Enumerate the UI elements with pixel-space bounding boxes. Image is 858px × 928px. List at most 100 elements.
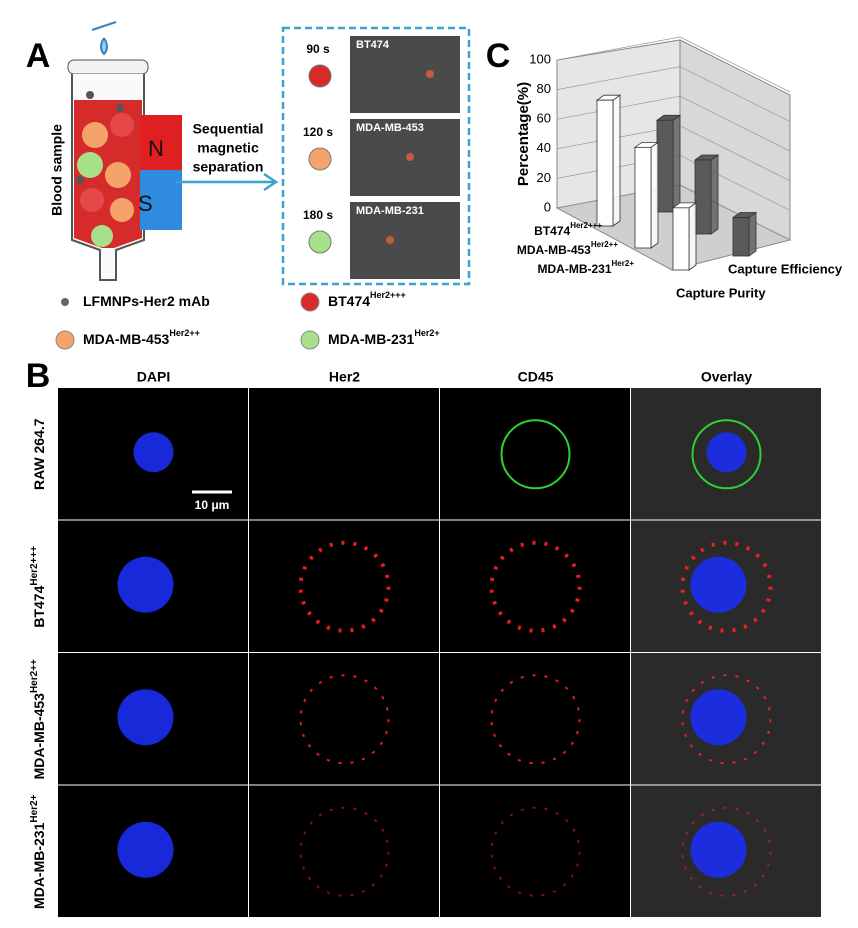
panel-label: C <box>486 37 511 75</box>
bar-front <box>732 217 750 257</box>
label: BT474 <box>534 224 570 238</box>
column-header: DAPI <box>137 369 170 385</box>
category-label: BT474Her2+++ <box>534 221 602 238</box>
sample-label: Blood sample <box>49 124 65 216</box>
micrograph <box>440 520 630 652</box>
label: RAW 264.7 <box>31 418 47 490</box>
nucleus <box>690 689 747 746</box>
label: MDA-MB-231 <box>538 262 612 276</box>
cell-spot <box>406 153 414 161</box>
nucleus <box>117 689 174 746</box>
micrograph <box>350 202 460 279</box>
y-tick-label: 60 <box>537 111 551 126</box>
y-tick-label: 0 <box>544 199 551 214</box>
membrane-red <box>490 806 581 897</box>
superscript: Her2++ <box>29 659 40 693</box>
bar-front <box>694 159 712 235</box>
superscript: Her2+++ <box>370 290 406 300</box>
y-tick-label: 20 <box>537 170 551 185</box>
superscript: Her2+++ <box>570 221 602 230</box>
arrow-text: magnetic <box>197 140 259 156</box>
bar-side <box>710 154 719 235</box>
membrane-red <box>489 540 582 633</box>
panel-b: DAPI Her2 CD45 Overlay RAW 264.7 BT474Her2+++… <box>29 369 821 917</box>
y-tick-label: 40 <box>537 140 551 155</box>
cell-spot <box>426 70 434 78</box>
legend-icon <box>55 330 75 350</box>
tube <box>67 21 149 281</box>
membrane-red <box>299 806 390 897</box>
arrow-text: Sequential <box>193 121 264 137</box>
superscript: Her2+ <box>414 328 439 338</box>
column-header: Overlay <box>701 369 753 385</box>
legend-label: MDA-MB-231Her2+ <box>328 328 440 346</box>
superscript: Her2++ <box>169 328 200 338</box>
nucleus <box>706 432 747 473</box>
row-label: RAW 264.7 <box>31 418 47 490</box>
bar <box>655 114 682 213</box>
cell-icon <box>308 230 332 254</box>
bar-front <box>672 207 690 271</box>
bar-side <box>650 141 659 249</box>
membrane-red <box>680 540 773 633</box>
image-label: BT474 <box>356 39 390 51</box>
micrograph <box>350 119 460 196</box>
micrograph <box>440 653 630 785</box>
bar <box>731 211 758 257</box>
legend-label: BT474Her2+++ <box>328 290 406 308</box>
cell-icon <box>308 64 332 88</box>
step-time: 90 s <box>306 42 330 56</box>
bar-side <box>612 94 621 227</box>
micrograph <box>350 36 460 113</box>
legend-icon <box>61 298 69 306</box>
row-label: MDA-MB-453Her2++ <box>29 659 47 779</box>
grid-line <box>679 66 791 122</box>
bar-front <box>656 119 674 213</box>
magnet-n <box>140 115 182 170</box>
legend-label: MDA-MB-453Her2++ <box>83 328 200 346</box>
grid-line <box>679 125 791 182</box>
bar-front <box>596 99 614 227</box>
steps-box <box>281 26 471 286</box>
grid-line <box>556 36 681 61</box>
micrograph <box>249 520 439 652</box>
label: MDA-MB-231 <box>328 331 415 347</box>
label: MDA-MB-231 <box>31 822 47 909</box>
category-label: MDA-MB-231Her2+ <box>538 259 635 276</box>
label: MDA-MB-453 <box>83 331 170 347</box>
cell-spot <box>386 236 394 244</box>
image-label: MDA-MB-231 <box>356 205 424 217</box>
label: BT474 <box>328 293 370 309</box>
membrane-red <box>490 674 581 765</box>
bar <box>595 94 622 227</box>
step-time: 120 s <box>303 125 333 139</box>
bar <box>693 154 720 235</box>
membrane-red <box>298 540 391 633</box>
magnet-label: S <box>138 191 153 216</box>
row-label: MDA-MB-231Her2+ <box>29 794 47 909</box>
label: MDA-MB-453 <box>517 243 591 257</box>
magnet-label: N <box>148 136 164 161</box>
superscript: Her2+++ <box>29 546 40 586</box>
nucleus <box>117 821 174 878</box>
nucleus <box>133 432 174 473</box>
grid-line <box>679 36 791 93</box>
row-label: BT474Her2+++ <box>29 546 47 628</box>
image-label: MDA-MB-453 <box>356 122 424 134</box>
series-label: Capture Purity <box>676 285 766 300</box>
membrane <box>500 419 571 490</box>
label: MDA-MB-453 <box>31 693 47 780</box>
micrograph <box>440 388 630 520</box>
superscript: Her2+ <box>612 259 635 268</box>
nucleus <box>690 821 747 878</box>
magnet-s <box>140 170 182 230</box>
column-header: CD45 <box>518 369 554 385</box>
label: LFMNPs-Her2 mAb <box>83 293 210 309</box>
scale-label: 10 μm <box>195 498 230 512</box>
y-tick-label: 100 <box>529 51 551 66</box>
series-label: Capture Efficiency <box>728 261 843 276</box>
micrograph <box>249 653 439 785</box>
panel-a: 90 s BT474 120 s MDA-MB-453 180 s MDA-MB-231 L… <box>55 36 460 350</box>
panel-label: A <box>26 37 51 75</box>
